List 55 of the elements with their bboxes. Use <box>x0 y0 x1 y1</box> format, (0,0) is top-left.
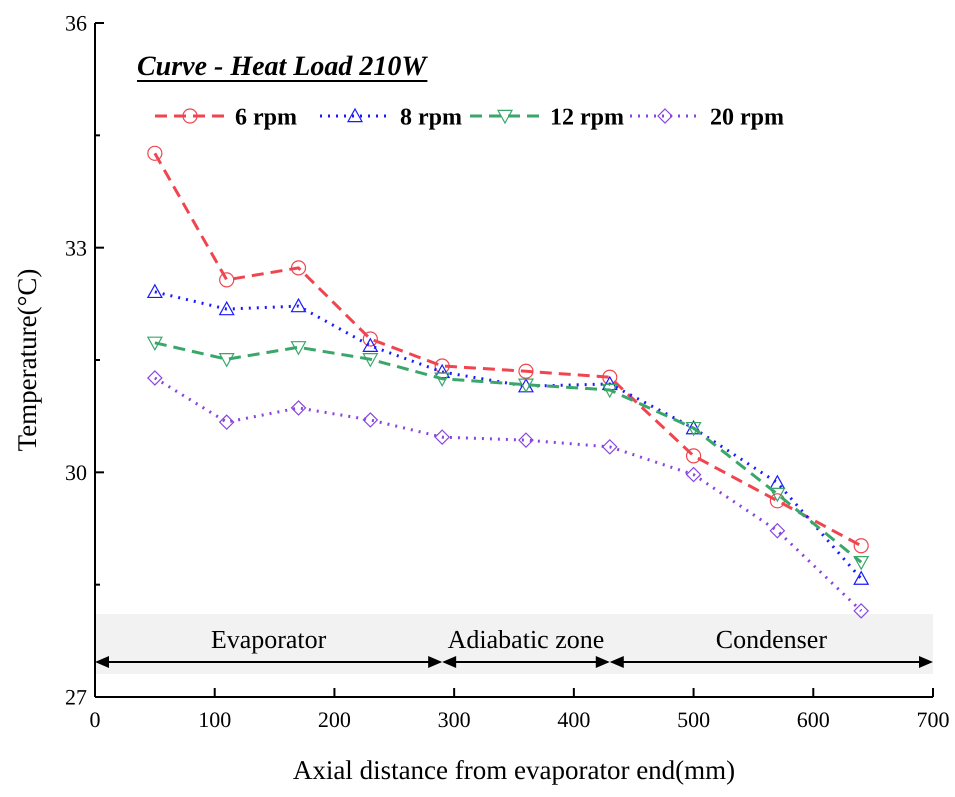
x-tick-label: 300 <box>438 707 471 732</box>
point <box>854 538 869 554</box>
point <box>290 400 306 416</box>
legend-label: 6 rpm <box>235 104 297 130</box>
y-axis-title: Temperature(°C) <box>12 268 42 452</box>
band-label: Condenser <box>716 625 828 654</box>
x-tick-label: 100 <box>198 707 232 732</box>
y-tick-label: 36 <box>65 10 87 36</box>
x-tick-label: 500 <box>677 707 710 732</box>
point <box>602 370 618 385</box>
band-label: Evaporator <box>210 625 327 654</box>
text: Curve - Heat Load 210W <box>137 51 428 82</box>
point <box>854 571 869 585</box>
point <box>147 336 162 350</box>
point <box>362 353 378 367</box>
x-tick-label: 0 <box>90 707 100 732</box>
point <box>219 353 234 367</box>
point <box>290 260 306 276</box>
point <box>686 448 702 464</box>
point <box>362 412 378 428</box>
point <box>434 430 450 445</box>
legend-label: 20 rpm <box>710 104 784 130</box>
point <box>602 384 618 398</box>
point <box>290 341 306 355</box>
x-tick-label: 700 <box>916 707 950 732</box>
point <box>518 432 534 448</box>
point <box>854 603 869 618</box>
point <box>434 358 450 374</box>
x-tick-label: 400 <box>557 707 590 732</box>
point <box>147 146 162 161</box>
point <box>147 370 162 386</box>
point <box>518 364 534 379</box>
point <box>770 523 785 538</box>
point <box>147 284 162 298</box>
y-tick-label: 33 <box>65 235 87 260</box>
legend-label: 12 rpm <box>550 104 624 130</box>
point <box>770 488 785 502</box>
band-label: Adiabatic zone <box>448 625 604 654</box>
point <box>362 338 378 352</box>
y-tick-label: 30 <box>65 460 87 486</box>
point <box>686 466 702 482</box>
x-tick-label: 200 <box>318 707 351 732</box>
point <box>219 301 234 316</box>
point <box>854 556 869 570</box>
point <box>362 331 378 347</box>
point <box>219 272 234 288</box>
y-tick-label: 27 <box>65 684 87 710</box>
x-tick-label: 600 <box>796 707 830 732</box>
legend-label: 8 rpm <box>400 104 462 130</box>
x-axis-title: Axial distance from evaporator end(mm) <box>292 755 736 785</box>
point <box>770 493 785 508</box>
point <box>290 298 306 312</box>
point <box>219 414 234 430</box>
point <box>602 439 618 454</box>
point <box>434 372 450 386</box>
